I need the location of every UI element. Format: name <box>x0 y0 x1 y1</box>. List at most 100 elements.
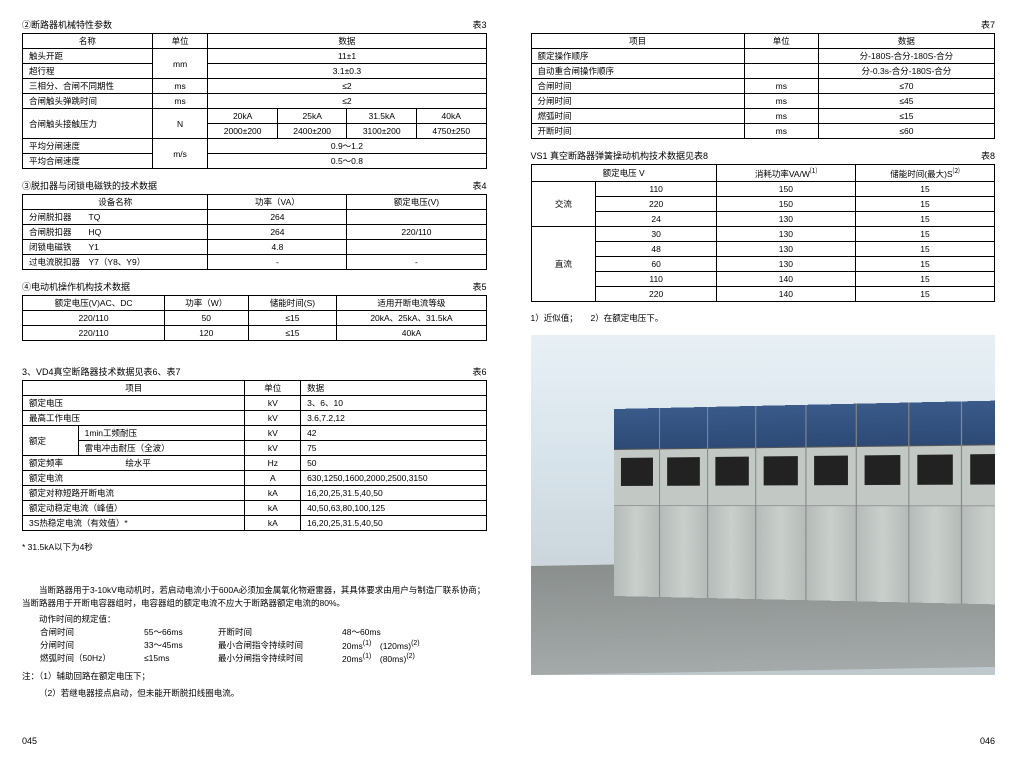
cell: 三相分、合闸不同期性 <box>23 79 153 94</box>
th: 设备名称 <box>23 195 208 210</box>
page-number: 045 <box>22 736 37 746</box>
left-page: ②断路器机械特性参数 表3 名称 单位 数据 触头开距 mm 11±1 超行程 … <box>0 0 509 764</box>
value: 20ms(1) (120ms)(2) <box>342 639 420 653</box>
cell: ≤70 <box>818 79 994 94</box>
cell: 40kA <box>337 326 486 341</box>
cell: 30 <box>596 226 717 241</box>
cell: ms <box>744 109 818 124</box>
cell: 合闸时间 <box>531 79 744 94</box>
cell: 150 <box>716 181 855 196</box>
cell: 4750±250 <box>416 124 486 139</box>
cell: 31.5kA <box>347 109 417 124</box>
th: 额定电压(V) <box>347 195 486 210</box>
th: 单位 <box>152 34 208 49</box>
cell: 自动重合闸操作顺序 <box>531 64 744 79</box>
cell: 120 <box>165 326 248 341</box>
cell <box>347 240 486 255</box>
cell: 闭锁电磁铁 Y1 <box>23 240 208 255</box>
value: ≤15ms <box>144 652 204 666</box>
cell: 额定频率 绘水平 <box>23 456 245 471</box>
equipment-photo <box>531 335 996 675</box>
cell: 110 <box>596 181 717 196</box>
cell: ≤60 <box>818 124 994 139</box>
cell: 20kA、25kA、31.5kA <box>337 311 486 326</box>
th: 单位 <box>744 34 818 49</box>
page-number: 046 <box>980 736 995 746</box>
cell: 合闸触头弹跳时间 <box>23 94 153 109</box>
cell: kV <box>245 426 301 441</box>
cell: 燃弧时间 <box>531 109 744 124</box>
table4: 设备名称 功率（VA） 额定电压(V) 分闸脱扣器 TQ264 合闸脱扣器 HQ… <box>22 194 487 270</box>
table8-footnote: 1）近似值； 2）在额定电压下。 <box>531 312 996 325</box>
table3-title: ②断路器机械特性参数 表3 <box>22 18 487 31</box>
cell: 220/110 <box>347 225 486 240</box>
table4-title: ③脱扣器与闭锁电磁铁的技术数据 表4 <box>22 179 487 192</box>
th: 功率（VA） <box>208 195 347 210</box>
cell: 150 <box>716 196 855 211</box>
cell: - <box>208 255 347 270</box>
cell: 15 <box>855 286 994 301</box>
cell: 0.5～0.8 <box>208 154 486 169</box>
cell: 25kA <box>277 109 347 124</box>
table7: 项目 单位 数据 额定操作顺序分-180S-合分-180S-合分 自动重合闸操作… <box>531 33 996 139</box>
cell: 15 <box>855 181 994 196</box>
value: 33～45ms <box>144 639 204 653</box>
cell: 平均分闸速度 <box>23 139 153 154</box>
cell: 开断时间 <box>531 124 744 139</box>
cell: ≤15 <box>248 326 337 341</box>
table6-title: 3、VD4真空断路器技术数据见表6、表7 表6 <box>22 365 487 378</box>
table8-label: 表8 <box>981 149 995 162</box>
cell: 220 <box>596 286 717 301</box>
cell: 220/110 <box>23 311 165 326</box>
cell <box>347 210 486 225</box>
cell: 额定对称短路开断电流 <box>23 486 245 501</box>
cell: 264 <box>208 225 347 240</box>
table3: 名称 单位 数据 触头开距 mm 11±1 超行程 3.1±0.3 三相分、合闸… <box>22 33 487 169</box>
th: 项目 <box>531 34 744 49</box>
cell: 超行程 <box>23 64 153 79</box>
cell: 直流 <box>531 226 596 301</box>
cell: 1min工频耐压 <box>78 426 245 441</box>
cell: ms <box>152 94 208 109</box>
th: 消耗功率VA/W⑴ <box>716 165 855 182</box>
cell: 3S热稳定电流（有效值）* <box>23 516 245 531</box>
cell: 40kA <box>416 109 486 124</box>
cell: 触头开距 <box>23 49 153 64</box>
cell: 130 <box>716 256 855 271</box>
cell: 15 <box>855 241 994 256</box>
cell: 额定电压 <box>23 396 245 411</box>
cell: N <box>152 109 208 139</box>
cell: ≤2 <box>208 79 486 94</box>
label: 最小分闸指令持续时间 <box>218 652 328 666</box>
table8-title: VS1 真空断路器弹簧操动机构技术数据见表8 表8 <box>531 149 996 162</box>
label: 1min工频耐压 <box>85 428 137 438</box>
cell: 16,20,25,31.5,40,50 <box>301 516 486 531</box>
cell: 最高工作电压 <box>23 411 245 426</box>
cell: 40,50,63,80,100,125 <box>301 501 486 516</box>
cell: 分闸时间 <box>531 94 744 109</box>
table4-title-text: ③脱扣器与闭锁电磁铁的技术数据 <box>22 179 157 192</box>
cell: kA <box>245 501 301 516</box>
cell <box>744 64 818 79</box>
cell: 15 <box>855 226 994 241</box>
cell: 630,1250,1600,2000,2500,3150 <box>301 471 486 486</box>
table7-title: 表7 <box>531 18 996 31</box>
th: 项目 <box>23 381 245 396</box>
cell: ms <box>744 79 818 94</box>
timing-row: 合闸时间 55～66ms 开断时间 48～60ms <box>40 626 487 639</box>
cell: m/s <box>152 139 208 169</box>
cell: 130 <box>716 211 855 226</box>
cell: 264 <box>208 210 347 225</box>
cell: A <box>245 471 301 486</box>
cell: 分-180S-合分-180S-合分 <box>818 49 994 64</box>
cell: kV <box>245 411 301 426</box>
th: 单位 <box>245 381 301 396</box>
th: 功率（W） <box>165 296 248 311</box>
note-para1: 当断路器用于3-10kV电动机时，若启动电流小于600A必须加金属氧化物避雷器，… <box>22 584 487 610</box>
table6-label: 表6 <box>472 365 486 378</box>
cell: 50 <box>301 456 486 471</box>
table8-title-text: VS1 真空断路器弹簧操动机构技术数据见表8 <box>531 149 709 162</box>
table7-label: 表7 <box>981 18 995 31</box>
label: 开断时间 <box>218 626 328 639</box>
table5-title-text: ④电动机操作机构技术数据 <box>22 280 130 293</box>
